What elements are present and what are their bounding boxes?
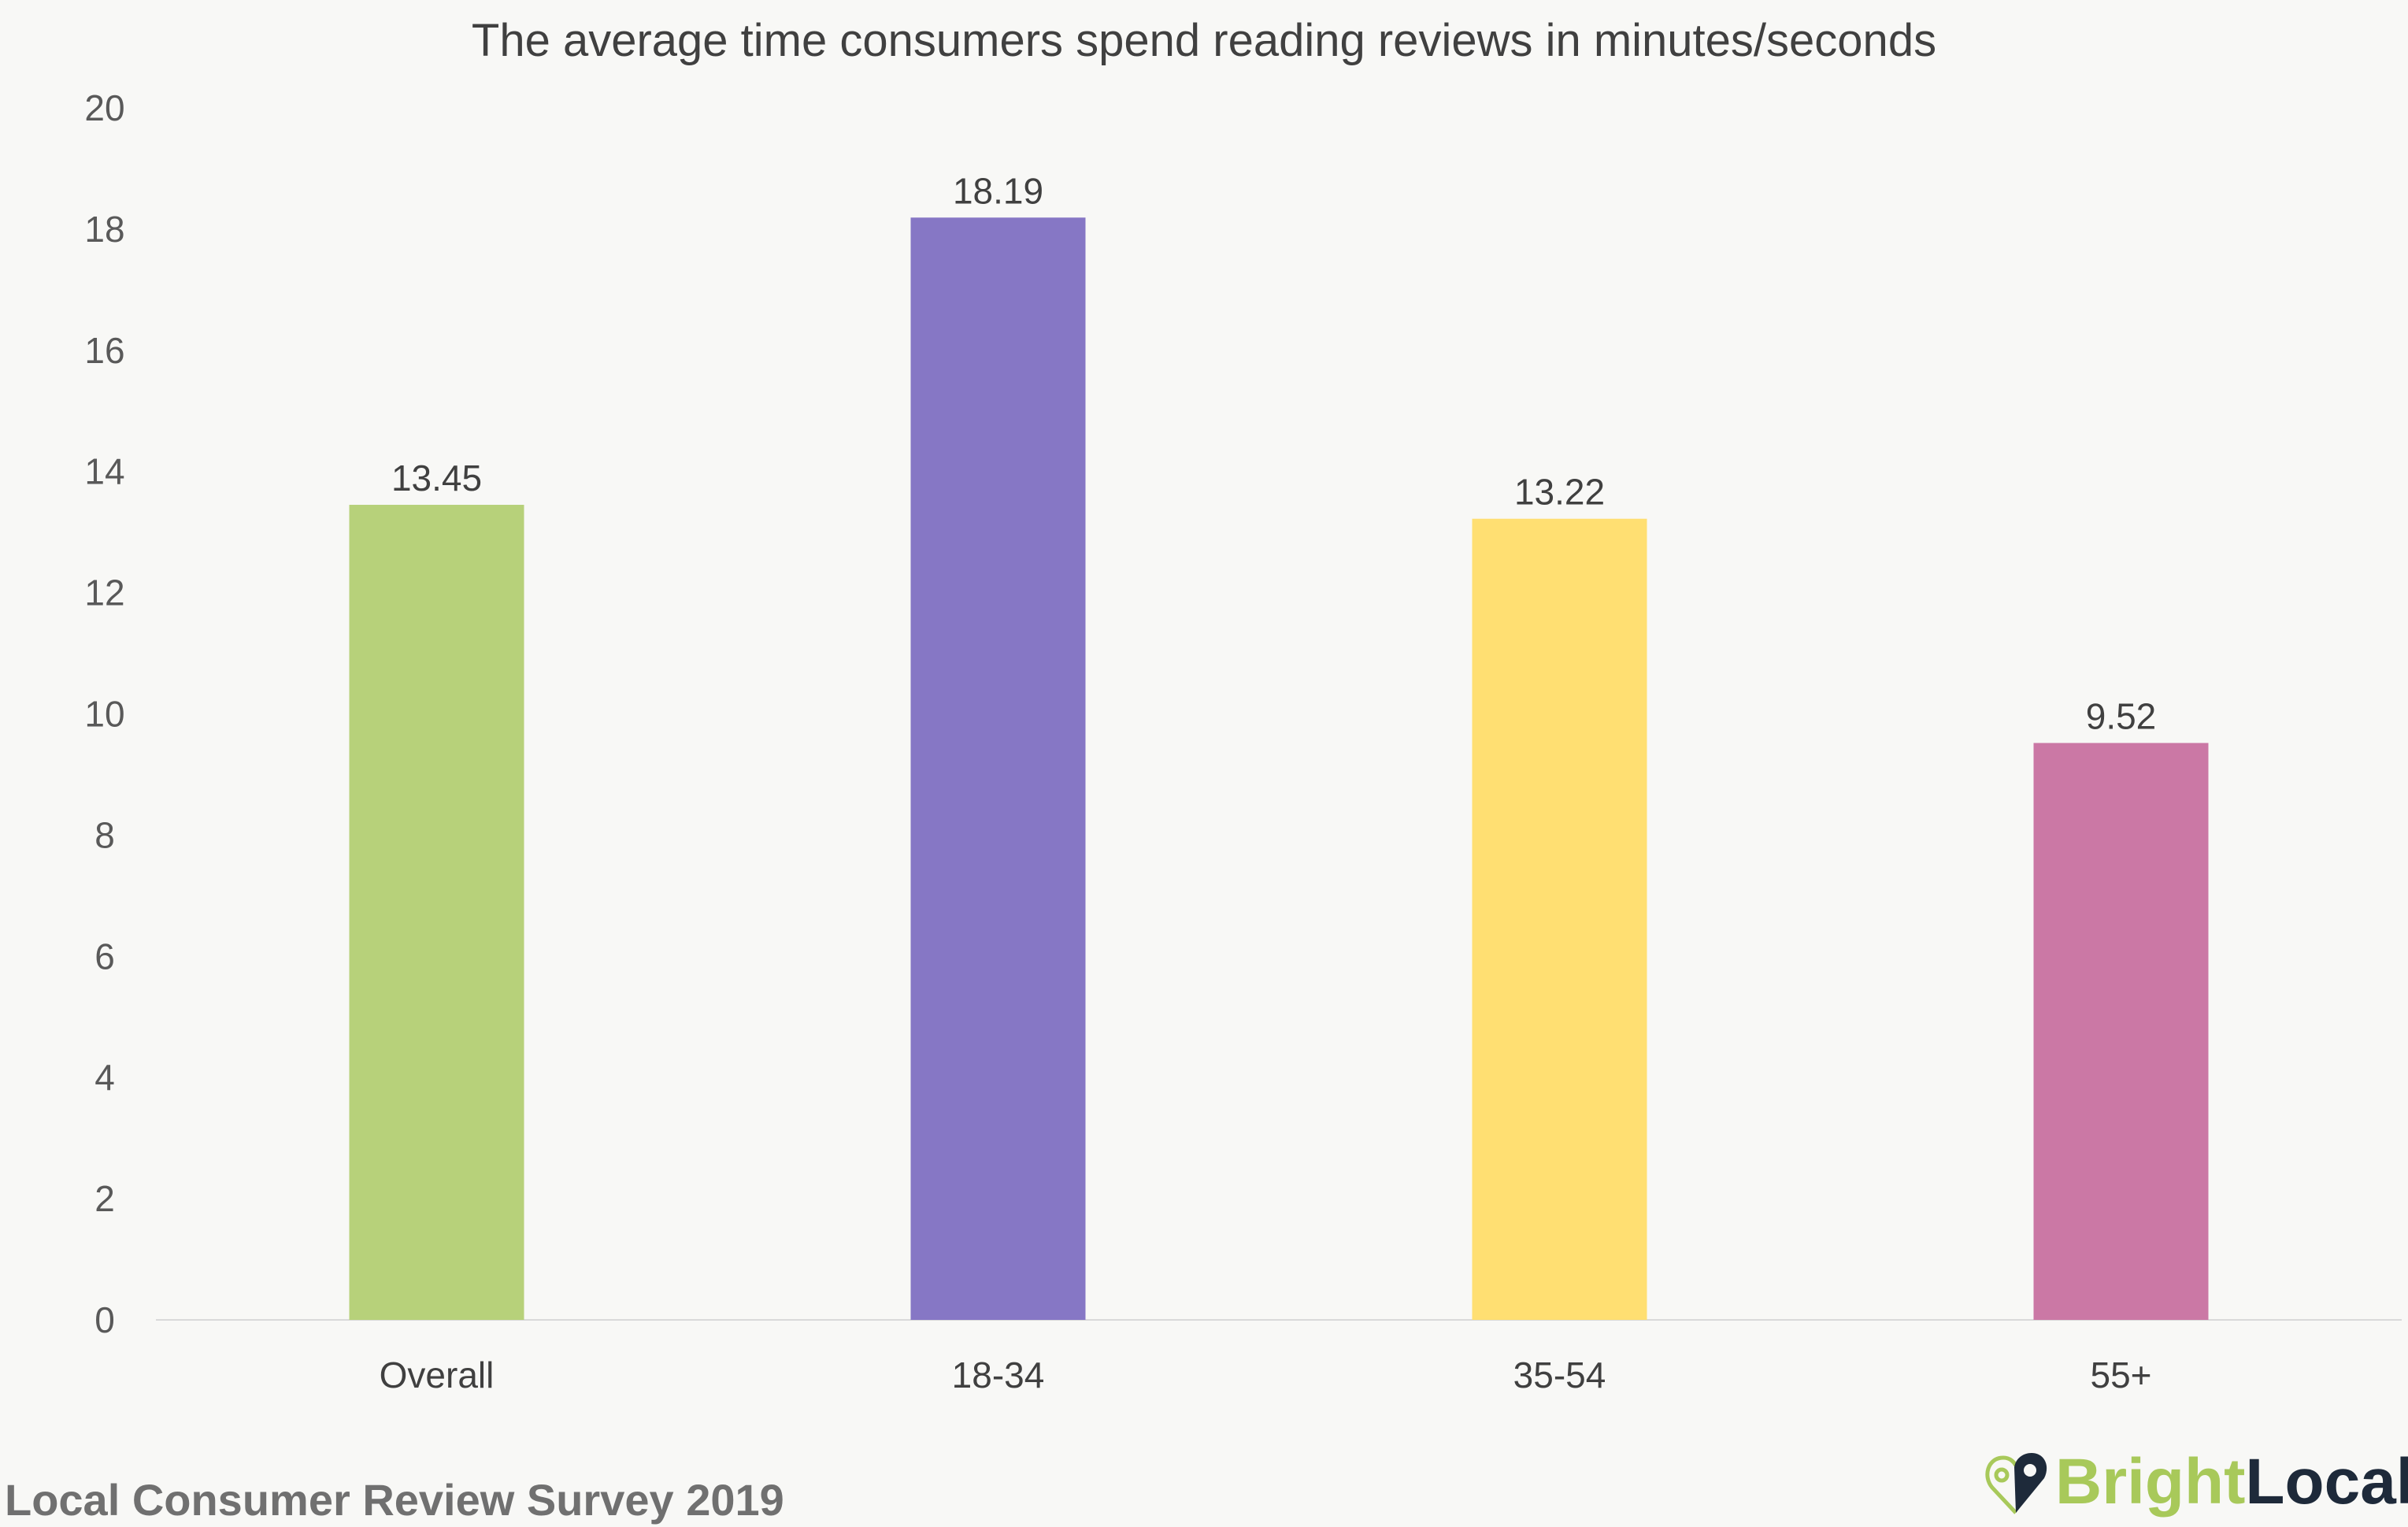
logo-text-local: Local bbox=[2245, 1446, 2408, 1518]
data-label: 9.52 bbox=[2086, 695, 2157, 736]
y-tick-label: 16 bbox=[84, 330, 124, 371]
y-tick-label: 0 bbox=[94, 1299, 115, 1340]
data-label: 18.19 bbox=[953, 170, 1043, 211]
x-tick-label: 18-34 bbox=[952, 1355, 1045, 1395]
x-tick-label: 35-54 bbox=[1513, 1355, 1606, 1395]
y-tick-label: 12 bbox=[84, 573, 124, 613]
y-tick-label: 2 bbox=[94, 1178, 115, 1219]
y-tick-label: 18 bbox=[84, 209, 124, 250]
logo-text-bright: Bright bbox=[2055, 1446, 2246, 1518]
y-tick-label: 6 bbox=[94, 936, 115, 977]
bar-Overall bbox=[349, 505, 524, 1321]
source-caption: Local Consumer Review Survey 2019 bbox=[5, 1475, 784, 1525]
y-tick-label: 20 bbox=[84, 87, 124, 128]
chart-title: The average time consumers spend reading… bbox=[471, 15, 1937, 66]
data-label: 13.22 bbox=[1514, 472, 1605, 513]
y-tick-label: 4 bbox=[94, 1057, 115, 1098]
brightlocal-logo: Bright Local bbox=[1984, 1443, 2408, 1521]
bar-55+ bbox=[2033, 743, 2209, 1320]
y-tick-label: 14 bbox=[84, 451, 124, 492]
y-tick-label: 10 bbox=[84, 694, 124, 735]
x-tick-label: Overall bbox=[380, 1355, 495, 1395]
x-tick-label: 55+ bbox=[2090, 1355, 2151, 1395]
y-tick-label: 8 bbox=[94, 814, 115, 855]
data-label: 13.45 bbox=[391, 458, 482, 498]
map-pin-heart-icon bbox=[1985, 1453, 2047, 1514]
bar-35-54 bbox=[1472, 518, 1647, 1320]
bar-18-34 bbox=[910, 217, 1086, 1320]
